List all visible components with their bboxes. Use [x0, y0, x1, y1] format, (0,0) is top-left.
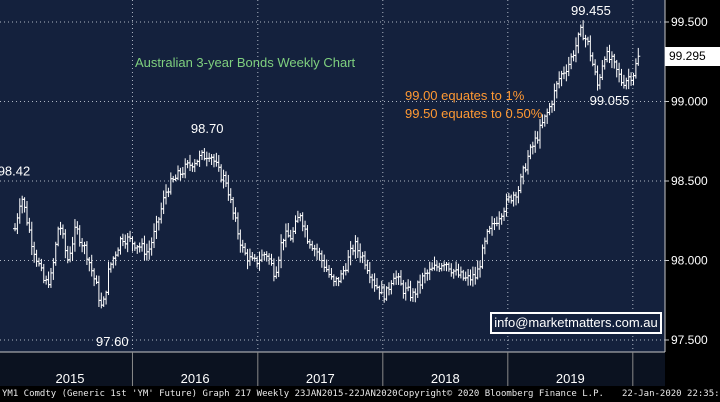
annotation-label: 99.455 [571, 3, 611, 18]
chart-title: Australian 3-year Bonds Weekly Chart [135, 55, 356, 70]
x-tick-label: 2018 [431, 371, 460, 386]
y-tick-label: 98.500 [671, 174, 708, 188]
y-tick-label: 97.500 [671, 333, 708, 347]
footer-copyright: Copyright© 2020 Bloomberg Finance L.P. [398, 389, 604, 399]
note-line-2: 99.50 equates to 0.50% [405, 106, 543, 121]
x-axis-band [0, 352, 665, 386]
x-axis-ticks: 2015 2016 2017 2018 2019 [56, 352, 634, 386]
annotation-label: 98.70 [191, 121, 224, 136]
plot-background [0, 0, 665, 352]
annotations: 98.42 97.60 98.70 99.055 99.455 [0, 3, 629, 349]
footer: YM1 Comdty (Generic 1st 'YM' Future) Gra… [0, 386, 720, 402]
email-link[interactable]: info@marketmatters.com.au [490, 312, 662, 334]
x-tick-label: 2019 [556, 371, 585, 386]
footer-timestamp: 22-Jan-2020 22:35:04 [622, 389, 720, 399]
annotation-label: 99.055 [590, 93, 630, 108]
note-line-1: 99.00 equates to 1% [405, 88, 525, 103]
grid [0, 0, 665, 352]
annotation-label: 98.42 [0, 164, 30, 179]
ohlc-bar [636, 47, 641, 66]
x-tick-label: 2017 [306, 371, 335, 386]
y-tick-label: 99.500 [671, 15, 708, 29]
y-tick-label: 98.000 [671, 254, 708, 268]
y-axis-ticks: 97.500 98.000 98.500 99.000 99.500 [665, 15, 708, 347]
footer-ticker: YM1 Comdty (Generic 1st 'YM' Future) Gra… [2, 389, 398, 399]
y-tick-label: 99.000 [671, 95, 708, 109]
x-tick-label: 2016 [181, 371, 210, 386]
last-price-badge: 99.295 [665, 47, 720, 66]
x-tick-label: 2015 [56, 371, 85, 386]
annotation-label: 97.60 [96, 334, 129, 349]
price-bars [13, 20, 641, 309]
